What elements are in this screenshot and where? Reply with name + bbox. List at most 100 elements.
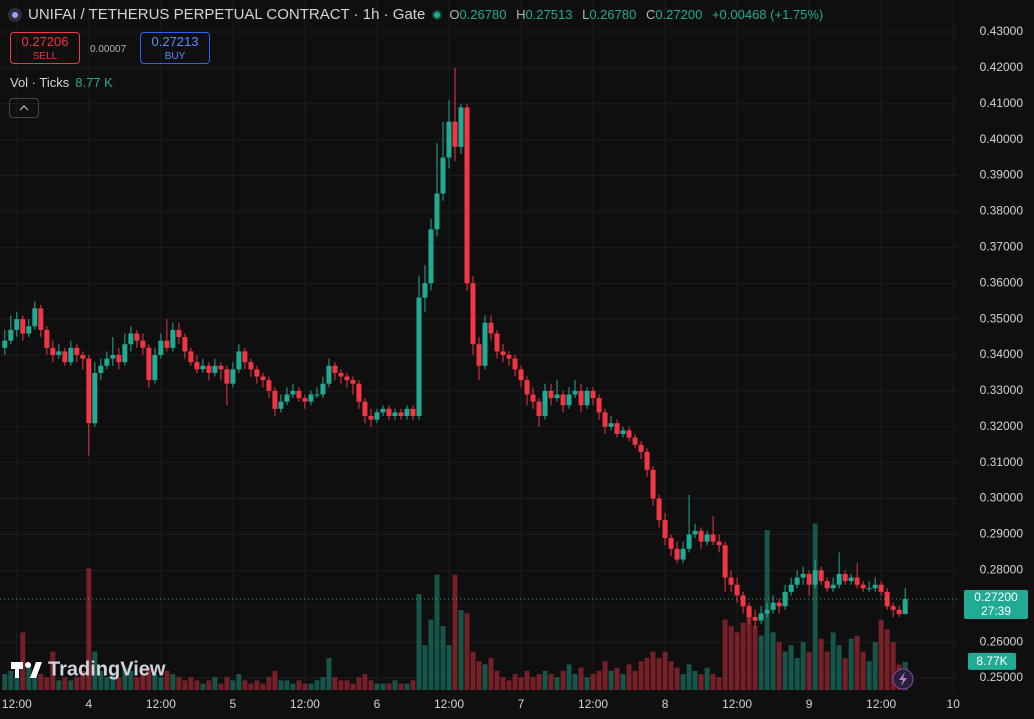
- volume-bar: [320, 677, 326, 690]
- volume-bar: [170, 674, 176, 690]
- candle-body: [236, 351, 242, 370]
- volume-bar: [872, 642, 878, 690]
- candle-body: [728, 577, 734, 585]
- volume-bar: [668, 661, 674, 690]
- candle-body: [572, 390, 578, 395]
- countdown: 27:39: [981, 604, 1011, 618]
- sell-label: SELL: [32, 51, 58, 62]
- candle-body: [866, 588, 872, 590]
- volume-bar: [854, 635, 860, 690]
- candle-body: [596, 398, 602, 413]
- volume-bar: [782, 651, 788, 690]
- volume-bar: [842, 658, 848, 690]
- candle-body: [884, 591, 890, 607]
- candle-body: [818, 570, 824, 582]
- y-tick-label: 0.37000: [980, 240, 1024, 254]
- volume-bar: [374, 683, 380, 690]
- volume-bar: [164, 670, 170, 690]
- candle-body: [218, 365, 224, 370]
- x-tick-label: 5: [230, 697, 237, 711]
- y-tick-label: 0.35000: [980, 311, 1024, 325]
- buy-price: 0.27213: [151, 34, 199, 49]
- candle-body: [764, 609, 770, 614]
- sell-button[interactable]: 0.27206 SELL: [10, 32, 80, 64]
- volume-bar: [698, 674, 704, 690]
- volume-bar: [134, 677, 140, 690]
- candle-body: [452, 121, 458, 147]
- candle-body: [842, 573, 848, 582]
- candle-body: [116, 355, 122, 363]
- volume-bar: [890, 642, 896, 690]
- candle-body: [494, 333, 500, 352]
- candle-body: [104, 358, 110, 366]
- volume-bar: [794, 658, 800, 690]
- candle-body: [812, 570, 818, 585]
- x-tick-label: 12:00: [290, 697, 320, 711]
- volume-bar: [650, 651, 656, 690]
- volume-bar: [278, 680, 284, 690]
- y-tick-label: 0.26000: [980, 634, 1024, 648]
- volume-bar: [302, 683, 308, 690]
- candle-body: [614, 423, 620, 434]
- volume-bar: [410, 680, 416, 690]
- candle-body: [224, 369, 230, 384]
- volume-bar: [584, 677, 590, 690]
- volume-bar: [734, 632, 740, 690]
- volume-bar: [560, 670, 566, 690]
- volume-bar: [626, 664, 632, 690]
- candle-body: [740, 595, 746, 607]
- volume-bar: [86, 568, 92, 690]
- candle-body: [470, 283, 476, 345]
- sell-price: 0.27206: [21, 34, 69, 49]
- candle-body: [662, 520, 668, 539]
- volume-bar: [488, 658, 494, 690]
- volume-bar: [14, 677, 20, 690]
- x-tick-label: 12:00: [722, 697, 752, 711]
- candle-body: [578, 390, 584, 406]
- candle-body: [830, 584, 836, 589]
- buy-button[interactable]: 0.27213 BUY: [140, 32, 210, 64]
- symbol[interactable]: UNIFAI / TETHERUS PERPETUAL CONTRACT · 1…: [28, 6, 426, 23]
- vol-label: Vol · Ticks: [10, 75, 70, 90]
- volume-bar: [416, 594, 422, 690]
- volume-bar: [710, 674, 716, 690]
- candle-body: [194, 362, 200, 370]
- volume-bar: [350, 683, 356, 690]
- c-value: 0.27200: [655, 7, 703, 22]
- volume-label-box: [968, 652, 1016, 670]
- volume-bar: [512, 674, 518, 690]
- candle-body: [878, 584, 884, 592]
- volume-bar: [614, 667, 620, 690]
- volume-bar: [860, 651, 866, 690]
- candle-body: [56, 351, 62, 355]
- volume-bar: [836, 645, 842, 690]
- candle-body: [182, 337, 188, 352]
- x-tick-label: 12:00: [866, 697, 896, 711]
- x-tick-label: 6: [374, 697, 381, 711]
- x-tick-label: 8: [662, 697, 669, 711]
- volume-bar: [686, 664, 692, 690]
- candle-body: [368, 416, 374, 420]
- candle-body: [242, 351, 248, 363]
- collapse-button[interactable]: [9, 98, 39, 118]
- volume-bar: [290, 683, 296, 690]
- volume-bar: [32, 670, 38, 690]
- y-tick-label: 0.42000: [980, 60, 1024, 74]
- candle-body: [290, 390, 296, 395]
- candle-body: [206, 365, 212, 373]
- flash-icon[interactable]: [892, 668, 914, 690]
- candle-body: [404, 408, 410, 417]
- candle-body: [248, 362, 254, 370]
- y-tick-label: 0.43000: [980, 24, 1024, 38]
- volume-bar: [188, 677, 194, 690]
- candle-body: [176, 329, 182, 338]
- volume-bar: [398, 683, 404, 690]
- candle-body: [272, 390, 278, 409]
- candle-body: [506, 355, 512, 359]
- volume-bar: [332, 677, 338, 690]
- candle-body: [320, 383, 326, 395]
- y-tick-label: 0.29000: [980, 527, 1024, 541]
- volume-bar: [74, 677, 80, 690]
- volume-bar: [62, 677, 68, 690]
- volume-bar: [680, 674, 686, 690]
